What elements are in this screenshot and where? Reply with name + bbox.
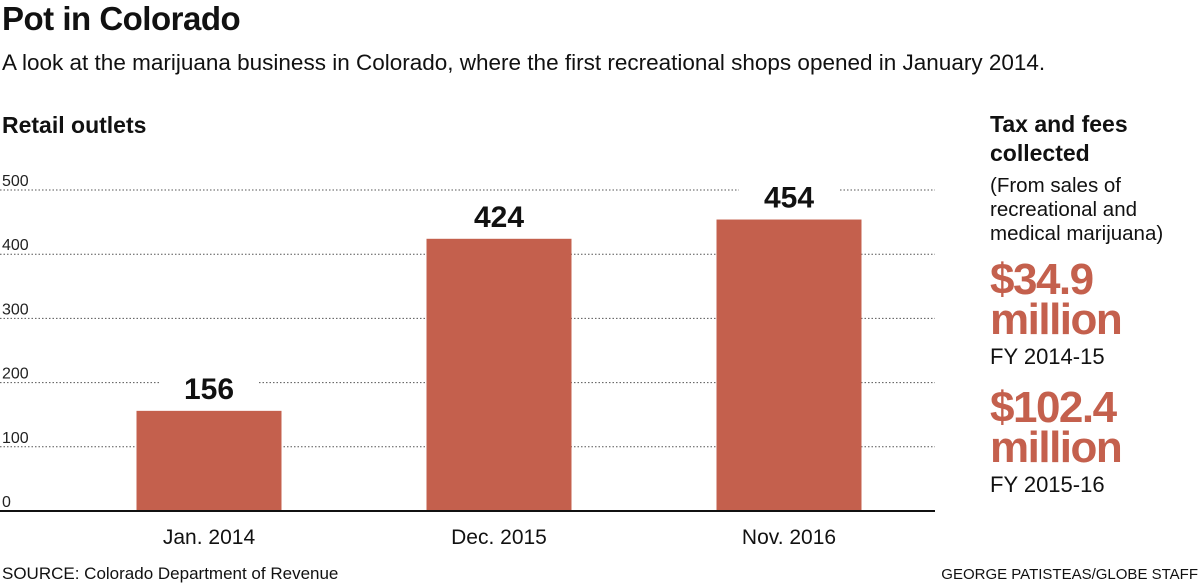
bar-0 — [136, 410, 282, 511]
y-tick-label-300: 300 — [2, 301, 29, 318]
chart-title: Retail outlets — [2, 112, 147, 138]
tax-stat-2-unit: million — [990, 423, 1123, 472]
tax-fees-panel: Tax and fees collected (From sales of re… — [990, 110, 1195, 498]
retail-outlets-chart: 0 100 200 300 400 500 156 Jan. 2014 424 Dec. 2015… — [0, 173, 935, 549]
data-label-0: 156 — [184, 373, 234, 406]
page-subtitle: A look at the marijuana business in Colo… — [2, 50, 1046, 75]
data-label-bg-0 — [159, 370, 259, 405]
y-tick-label-400: 400 — [2, 237, 29, 254]
tax-stat-2-amount: $102.4 — [990, 383, 1117, 432]
y-tick-label-100: 100 — [2, 430, 29, 447]
data-label-bg-2 — [739, 179, 839, 214]
tax-stat-1-period: FY 2014-15 — [990, 344, 1105, 369]
data-label-bg-1 — [449, 198, 549, 233]
y-tick-label-200: 200 — [2, 366, 29, 383]
data-label-1: 424 — [474, 201, 524, 234]
x-tick-label-1: Dec. 2015 — [451, 526, 547, 549]
x-tick-label-0: Jan. 2014 — [163, 526, 256, 549]
bar-2 — [716, 219, 862, 512]
tax-fees-title: Tax and fees collected — [990, 111, 1128, 166]
graphic-credit: GEORGE PATISTEAS/GLOBE STAFF — [941, 566, 1198, 583]
tax-stat-2-period: FY 2015-16 — [990, 472, 1105, 497]
source-note: SOURCE: Colorado Department of Revenue — [2, 564, 339, 583]
page-title: Pot in Colorado — [2, 0, 241, 37]
y-tick-label-500: 500 — [2, 173, 29, 190]
tax-fees-note: (From sales of recreational and medical … — [990, 174, 1164, 245]
bar-1 — [426, 238, 572, 511]
x-tick-label-2: Nov. 2016 — [742, 526, 836, 549]
tax-stat-1: $34.9 million FY 2014-15 — [990, 255, 1195, 370]
tax-stat-2: $102.4 million FY 2015-16 — [990, 383, 1195, 498]
tax-stat-1-unit: million — [990, 295, 1123, 344]
tax-stat-1-amount: $34.9 — [990, 255, 1094, 304]
y-tick-label-0: 0 — [2, 494, 11, 511]
data-label-2: 454 — [764, 182, 814, 215]
